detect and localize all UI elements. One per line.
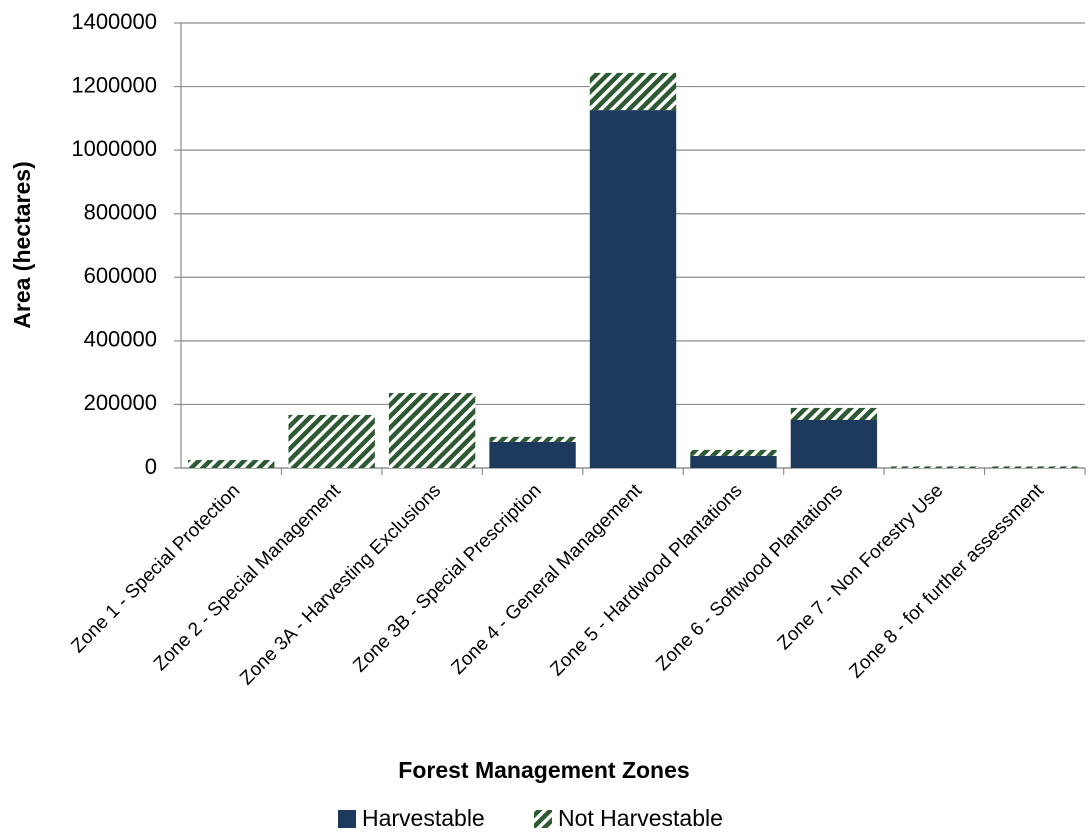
bar-segment (489, 436, 576, 442)
y-axis-title: Area (hectares) (9, 161, 35, 328)
legend-swatch (338, 810, 356, 828)
x-tick-label: Zone 3A - Harvesting Exclusions (236, 480, 445, 689)
y-tick-label: 600000 (84, 263, 157, 288)
bar-segment (690, 455, 777, 468)
bar-segment (790, 420, 878, 468)
x-tick-label: Zone 7 - Non Forestry Use (774, 480, 948, 654)
bar-segment (891, 466, 978, 468)
bar-segment (288, 414, 375, 468)
x-axis-title: Forest Management Zones (398, 757, 689, 783)
x-tick-label: Zone 1 - Special Protection (67, 480, 244, 657)
y-tick-label: 1400000 (71, 9, 157, 34)
legend-label: Not Harvestable (558, 805, 723, 831)
x-tick-label: Zone 2 - Special Management (150, 480, 345, 675)
legend-label: Harvestable (362, 805, 485, 831)
x-tick-label: Zone 8 - for further assessment (846, 480, 1049, 683)
y-tick-label: 400000 (84, 327, 157, 352)
bar-segment (589, 72, 677, 111)
y-tick-label: 1200000 (71, 72, 157, 97)
x-tick-label: Zone 6 - Softwood Plantations (652, 480, 847, 675)
legend-swatch (534, 810, 552, 828)
y-tick-label: 1000000 (71, 136, 157, 161)
bar-segment (188, 460, 275, 468)
bar-segment (589, 110, 677, 468)
y-tick-label: 0 (145, 454, 157, 479)
bar-segment (790, 407, 878, 421)
bar-segment (489, 441, 576, 468)
x-tick-label: Zone 5 - Hardwood Plantations (546, 480, 746, 680)
y-tick-label: 200000 (84, 390, 157, 415)
bar-segment (388, 392, 476, 468)
x-tick-label: Zone 3B - Special Prescription (349, 480, 545, 676)
bar-segment (690, 449, 777, 456)
x-tick-label: Zone 4 - General Management (448, 480, 647, 679)
y-tick-label: 800000 (84, 200, 157, 225)
bar-segment (991, 466, 1078, 468)
